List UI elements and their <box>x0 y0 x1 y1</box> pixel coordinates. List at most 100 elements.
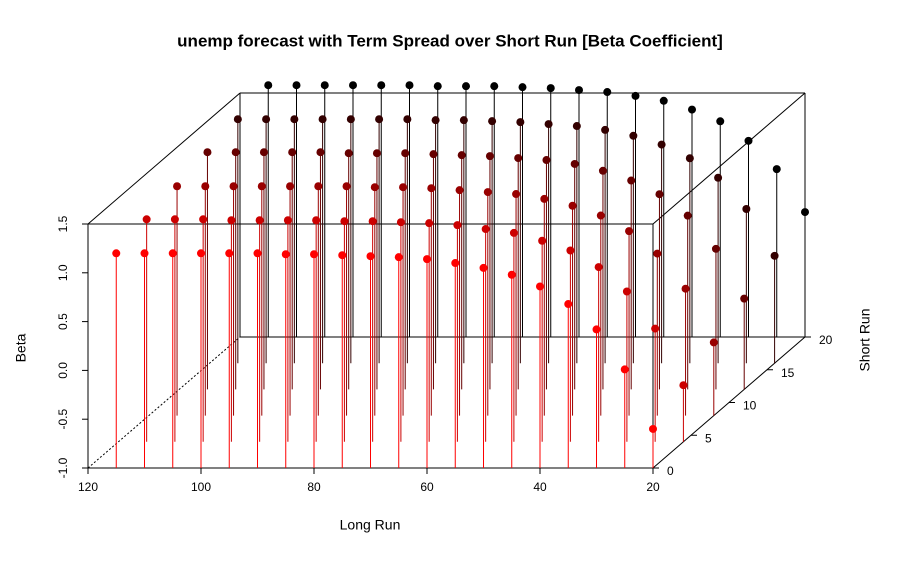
point <box>685 154 694 163</box>
point <box>651 324 660 333</box>
point <box>310 250 318 259</box>
point <box>203 148 212 157</box>
point <box>264 81 273 90</box>
point <box>168 249 177 258</box>
point <box>112 249 121 258</box>
point <box>372 149 381 158</box>
point <box>368 217 377 226</box>
point <box>253 249 262 258</box>
z-axis-title: Beta <box>13 333 29 362</box>
point <box>709 338 718 347</box>
point <box>197 249 205 258</box>
point <box>568 201 577 210</box>
point <box>629 131 638 140</box>
point <box>683 211 692 220</box>
point <box>377 81 386 90</box>
point <box>423 255 431 264</box>
point <box>394 253 403 262</box>
point <box>622 287 631 296</box>
point <box>627 176 636 185</box>
point <box>516 118 525 127</box>
point <box>405 81 414 90</box>
point <box>455 186 464 195</box>
point <box>659 96 668 105</box>
point <box>451 259 460 268</box>
chart-title: unemp forecast with Term Spread over Sho… <box>177 31 723 50</box>
point <box>512 190 521 199</box>
point <box>375 115 384 124</box>
point <box>483 188 492 197</box>
point <box>231 148 240 157</box>
point <box>598 166 607 175</box>
point <box>481 225 490 234</box>
point <box>688 105 696 114</box>
point <box>592 325 601 334</box>
point <box>259 148 268 157</box>
point <box>485 152 494 161</box>
point <box>657 140 666 149</box>
point <box>544 120 553 129</box>
x-tick-label: 100 <box>191 480 211 494</box>
point <box>433 82 442 91</box>
point <box>316 148 325 157</box>
point <box>281 250 290 259</box>
point <box>631 91 640 100</box>
point <box>518 83 527 92</box>
point <box>342 182 351 191</box>
point <box>229 182 238 191</box>
point <box>399 183 408 192</box>
z-tick-label: 0.5 <box>56 313 70 330</box>
point <box>290 115 299 124</box>
point <box>655 190 664 199</box>
point <box>288 148 297 157</box>
point <box>403 115 412 124</box>
point <box>257 182 266 191</box>
y-axis-title: Short Run <box>857 308 873 371</box>
point <box>596 211 605 220</box>
point <box>711 244 720 253</box>
point <box>625 227 634 236</box>
point <box>538 236 547 245</box>
point <box>349 81 357 90</box>
point <box>170 215 179 224</box>
point <box>570 159 579 168</box>
point <box>429 150 438 159</box>
z-tick-label: 1.5 <box>56 215 70 232</box>
point <box>479 263 488 272</box>
point <box>714 173 723 182</box>
z-tick-label: 0.0 <box>56 362 70 379</box>
x-tick-label: 80 <box>307 480 321 494</box>
point <box>366 252 375 261</box>
point <box>425 219 434 228</box>
point <box>431 116 440 125</box>
box-edge <box>87 92 241 225</box>
point <box>490 82 499 91</box>
point <box>601 125 610 134</box>
box <box>87 92 806 469</box>
box-edge <box>87 336 241 469</box>
point <box>679 381 688 390</box>
point <box>507 270 516 279</box>
y-tick-label: 20 <box>819 333 833 347</box>
point <box>199 215 208 224</box>
y-tick-label: 0 <box>667 464 674 478</box>
point <box>572 122 581 131</box>
point <box>201 182 210 191</box>
x-tick-label: 20 <box>646 480 660 494</box>
point <box>620 365 629 374</box>
point <box>173 182 182 191</box>
point <box>338 251 347 260</box>
point <box>340 217 349 226</box>
point <box>649 424 657 433</box>
point <box>283 216 292 225</box>
point <box>233 115 242 124</box>
point <box>575 86 583 95</box>
point <box>427 184 436 193</box>
point <box>140 249 149 258</box>
point <box>396 218 405 227</box>
x-tick-label: 40 <box>533 480 547 494</box>
point <box>716 117 725 126</box>
point <box>540 194 549 203</box>
